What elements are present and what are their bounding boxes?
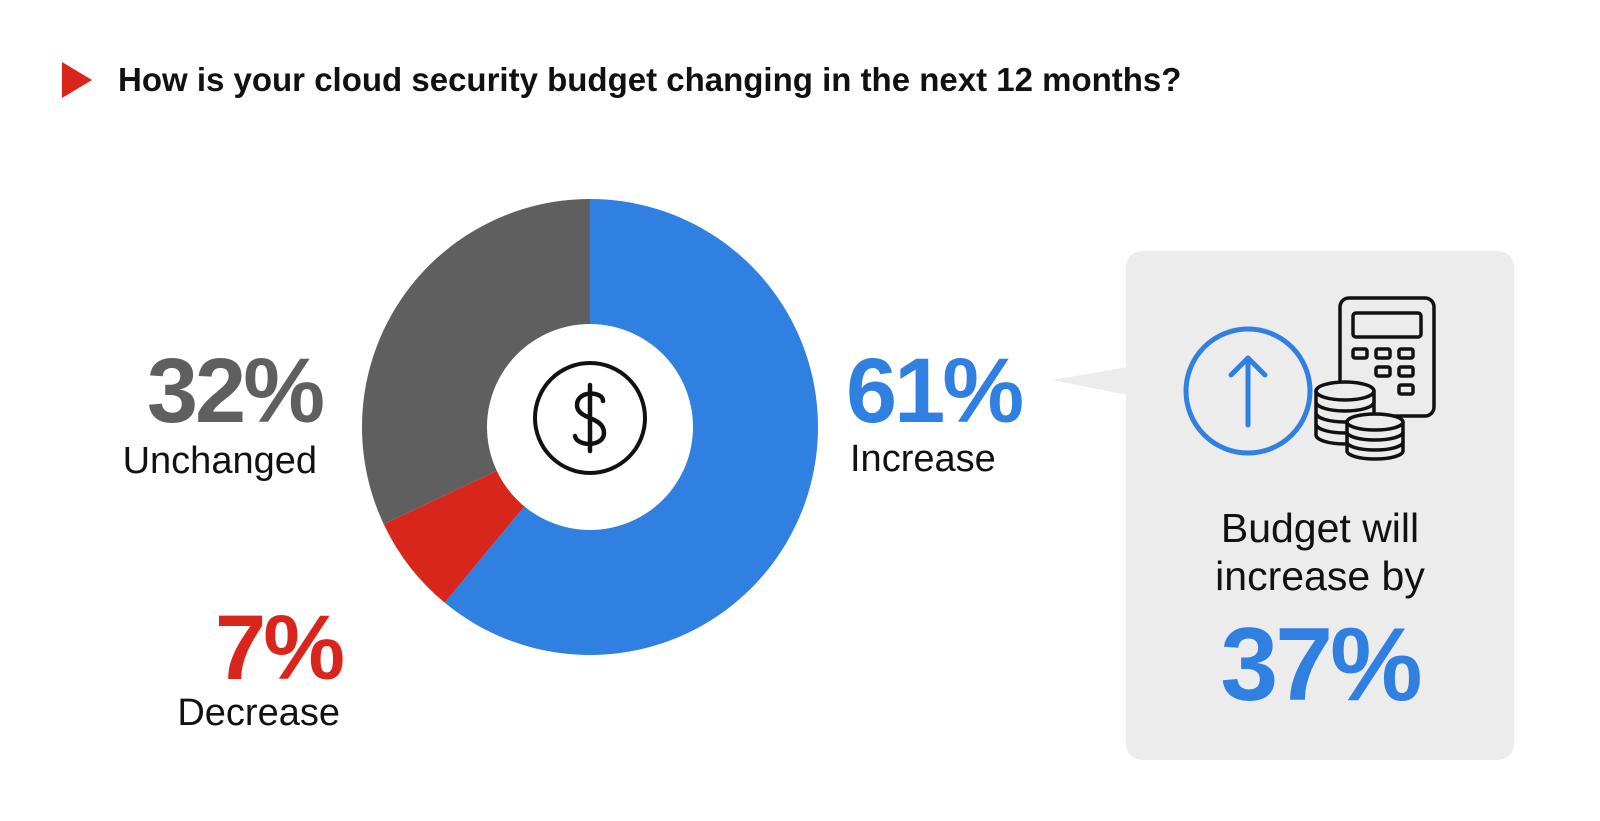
slice-label-name: Decrease xyxy=(177,692,340,734)
donut-chart xyxy=(362,199,818,655)
slice-label-name: Unchanged xyxy=(122,440,317,482)
arrow-up-icon xyxy=(1183,326,1313,456)
slice-label-value: 61% xyxy=(846,340,1024,442)
callout-text-line: increase by xyxy=(1215,553,1425,599)
chart-title-row: How is your cloud security budget changi… xyxy=(62,58,1181,102)
slice-label-value: 32% xyxy=(146,340,325,442)
callout-pointer xyxy=(1052,367,1128,395)
callout-text-line: Budget will xyxy=(1220,505,1420,551)
slice-label-value: 7% xyxy=(215,597,345,699)
callout-text: Budget will increase by xyxy=(1126,504,1514,600)
callout-icon-group xyxy=(1183,296,1436,461)
callout-value: 37% xyxy=(1220,607,1422,723)
dollar-icon xyxy=(533,361,647,475)
chart-title: How is your cloud security budget changi… xyxy=(118,61,1182,98)
title-marker-icon xyxy=(62,62,92,98)
callout-panel: Budget will increase by 37% xyxy=(1126,251,1514,760)
coins-icon xyxy=(1314,380,1405,461)
slice-label-name: Increase xyxy=(850,438,996,480)
